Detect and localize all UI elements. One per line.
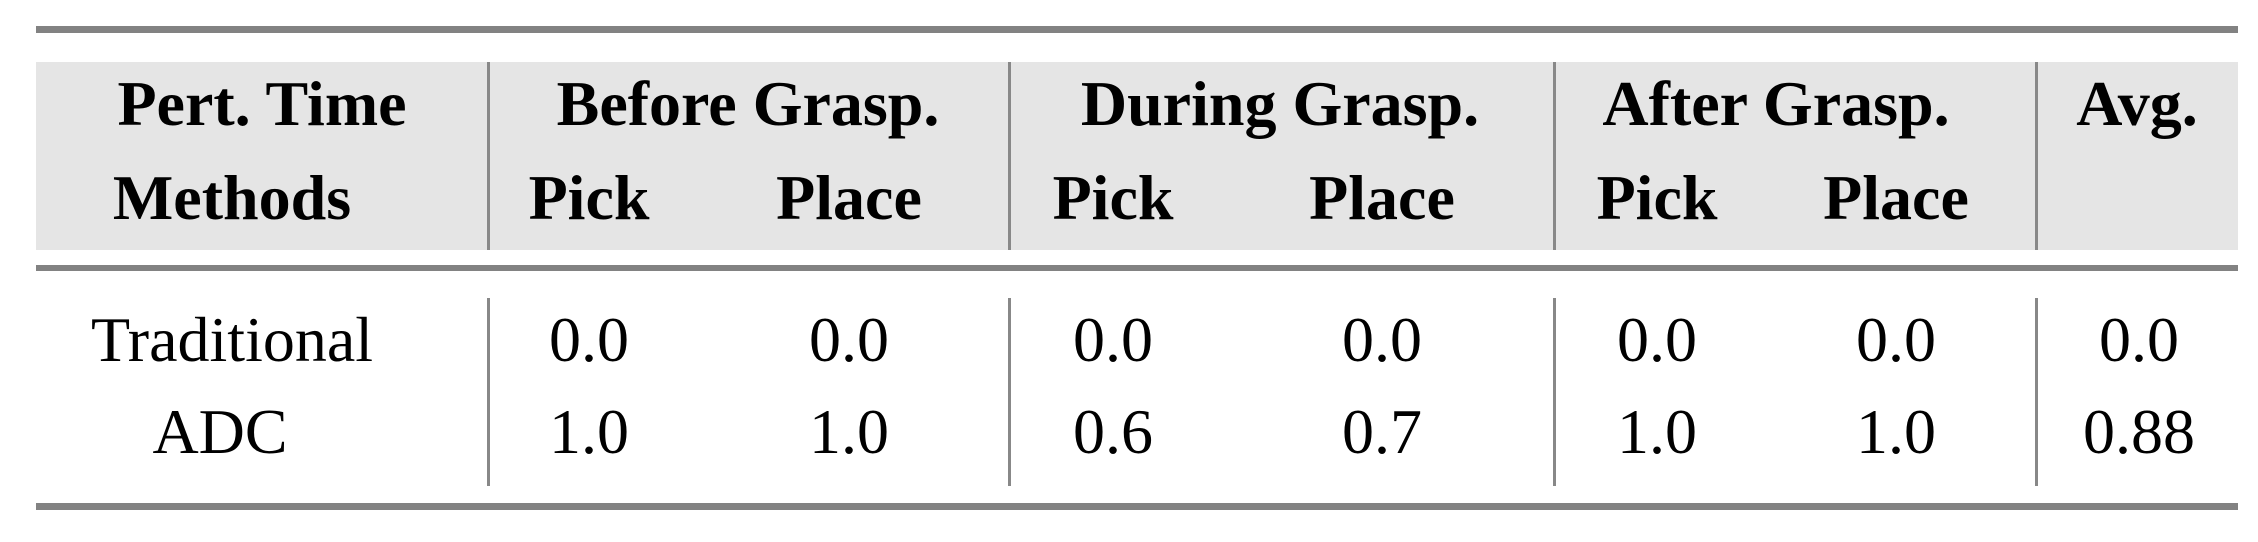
header-avg: Avg. [2076, 68, 2198, 139]
header-during-grasp: During Grasp. [1080, 68, 1480, 139]
cell-value: 0.7 [1342, 396, 1422, 467]
top-rule [36, 26, 2238, 33]
subheader-pick: Pick [1596, 162, 1718, 233]
cell-value: 0.0 [809, 304, 889, 375]
bottom-rule [36, 503, 2238, 510]
cell-value: 0.0 [549, 304, 629, 375]
subheader-pick: Pick [528, 162, 650, 233]
body-divider [2035, 298, 2038, 486]
cell-value: 0.6 [1073, 396, 1153, 467]
header-methods: Methods [112, 162, 352, 233]
header-after-grasp: After Grasp. [1602, 68, 1950, 139]
body-divider [1553, 298, 1556, 486]
cell-value: 1.0 [1856, 396, 1936, 467]
cell-value: 0.0 [1856, 304, 1936, 375]
subheader-place: Place [1823, 162, 1969, 233]
cell-value: 0.0 [1342, 304, 1422, 375]
cell-value: 1.0 [1617, 396, 1697, 467]
subheader-pick: Pick [1052, 162, 1174, 233]
cell-avg: 0.0 [2099, 304, 2179, 375]
header-before-grasp: Before Grasp. [556, 68, 940, 139]
header-divider [1008, 62, 1011, 250]
subheader-place: Place [776, 162, 922, 233]
method-name: ADC [152, 396, 288, 467]
body-divider [1008, 298, 1011, 486]
cell-avg: 0.88 [2083, 396, 2195, 467]
method-name: Traditional [90, 304, 374, 375]
cell-value: 1.0 [809, 396, 889, 467]
cell-value: 0.0 [1073, 304, 1153, 375]
header-divider [2035, 62, 2038, 250]
cell-value: 0.0 [1617, 304, 1697, 375]
subheader-place: Place [1309, 162, 1455, 233]
body-divider [487, 298, 490, 486]
header-divider [1553, 62, 1556, 250]
header-pert-time: Pert. Time [117, 68, 407, 139]
mid-rule [36, 265, 2238, 271]
cell-value: 1.0 [549, 396, 629, 467]
header-background [36, 62, 2238, 250]
header-divider [487, 62, 490, 250]
